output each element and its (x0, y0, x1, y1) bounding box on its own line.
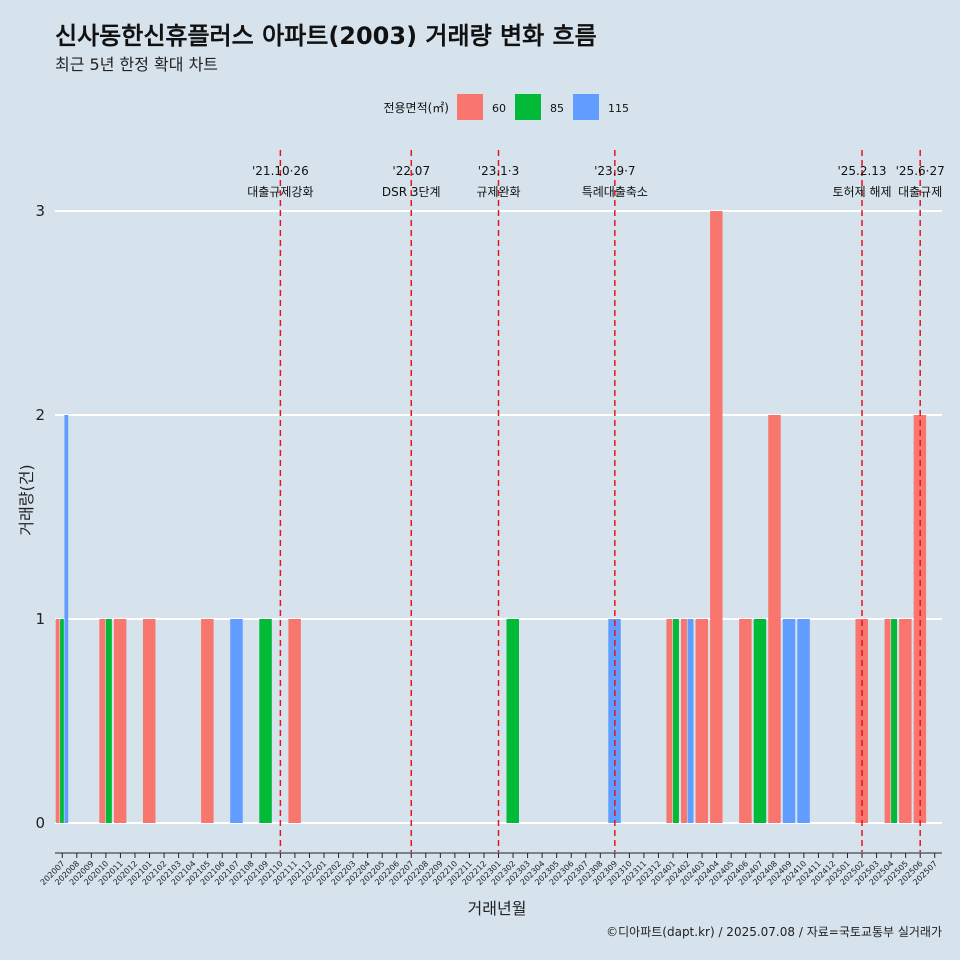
event-date-202502: '25.2.13 (837, 164, 886, 178)
bar-60-202010 (99, 619, 106, 823)
bar-85-202407 (753, 619, 767, 823)
bar-85-202007 (60, 619, 64, 823)
legend-swatch-115 (573, 94, 599, 120)
event-label-202309: 특례대출축소 (582, 185, 648, 199)
legend-label-85: 85 (550, 102, 564, 115)
y-tick-label: 2 (35, 406, 45, 424)
event-label-202301: 규제완화 (476, 185, 520, 199)
event-markers: '21.10·26 대출규제강화 '22.07 DSR 3단계 '23.1·3 규제완화 '… (247, 150, 945, 852)
event-label-202110: 대출규제강화 (247, 185, 313, 199)
event-date-202506: '25.6·27 (896, 164, 945, 178)
event-label-202207: DSR 3단계 (382, 185, 441, 199)
bar-60-202402 (680, 619, 687, 823)
y-tick-label: 0 (35, 814, 45, 832)
y-tick-label: 3 (35, 202, 45, 220)
bar-60-202504 (884, 619, 891, 823)
legend-swatch-60 (457, 94, 483, 120)
event-date-202301: '23.1·3 (478, 164, 519, 178)
event-label-202506: 대출규제 (898, 185, 942, 199)
bar-60-202111 (288, 619, 301, 823)
bar-60-202404 (710, 211, 723, 823)
bar-60-202408 (768, 415, 781, 823)
y-tick-label: 1 (35, 610, 45, 628)
bar-60-202101 (142, 619, 156, 823)
legend-label-115: 115 (608, 102, 629, 115)
bar-60-202401 (666, 619, 673, 823)
bar-115-202409 (782, 619, 796, 823)
bar-85-202010 (105, 619, 112, 823)
bar-85-202109 (259, 619, 272, 823)
event-date-202309: '23.9·7 (594, 164, 635, 178)
bar-115-202402 (687, 619, 694, 823)
bar-85-202401 (672, 619, 679, 823)
legend-label-60: 60 (492, 102, 506, 115)
bar-115-202007 (64, 415, 69, 823)
bar-115-202410 (797, 619, 810, 823)
bar-115-202107 (230, 619, 243, 823)
bar-60-202105 (201, 619, 214, 823)
event-label-202502: 토허제 해제 (833, 185, 892, 199)
bar-85-202302 (506, 619, 519, 823)
bars (55, 211, 927, 823)
legend-swatch-85 (515, 94, 541, 120)
y-axis-title: 거래량(건) (17, 464, 36, 535)
bar-60-202505 (899, 619, 912, 823)
legend: 60 85 115 (457, 94, 629, 120)
legend-title: 전용면적(㎡) (383, 101, 449, 115)
axes: 2020072020082020092020102020112020122021… (39, 852, 942, 887)
event-date-202110: '21.10·26 (252, 164, 309, 178)
x-axis-title: 거래년월 (468, 899, 527, 918)
bar-60-202506 (913, 415, 927, 823)
bar-60-202007 (55, 619, 60, 823)
chart-subtitle: 최근 5년 한정 확대 차트 (55, 55, 218, 74)
chart-title: 신사동한신휴플러스 아파트(2003) 거래량 변화 흐름 (55, 22, 597, 50)
bar-60-202011 (113, 619, 127, 823)
bar-60-202406 (739, 619, 752, 823)
bar-60-202403 (695, 619, 709, 823)
event-date-202207: '22.07 (392, 164, 430, 178)
bar-85-202504 (891, 619, 898, 823)
chart-caption: ©디아파트(dapt.kr) / 2025.07.08 / 자료=국토교통부 실… (606, 925, 942, 939)
